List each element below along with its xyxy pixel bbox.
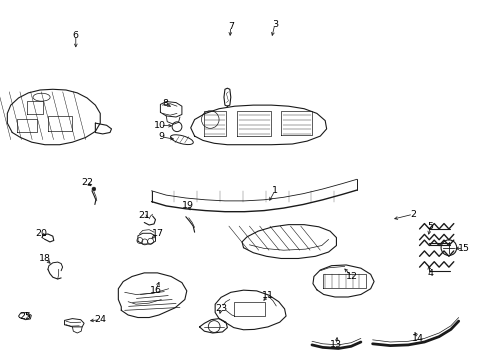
Text: 13: 13 xyxy=(330,341,342,349)
Text: 14: 14 xyxy=(411,334,423,343)
Text: 4: 4 xyxy=(427,269,432,278)
Text: 9: 9 xyxy=(158,132,164,141)
Text: 7: 7 xyxy=(227,22,233,31)
Text: 5: 5 xyxy=(427,222,432,231)
Text: 2: 2 xyxy=(409,210,415,219)
Text: 22: 22 xyxy=(81,178,93,187)
Text: 24: 24 xyxy=(94,315,106,324)
Text: 23: 23 xyxy=(215,304,226,313)
Text: 17: 17 xyxy=(151,230,163,239)
Text: 3: 3 xyxy=(271,20,277,29)
Text: 21: 21 xyxy=(138,211,150,220)
Text: 1: 1 xyxy=(271,186,277,195)
Text: 10: 10 xyxy=(154,121,166,130)
Text: 15: 15 xyxy=(457,244,468,253)
Text: 11: 11 xyxy=(262,291,273,300)
Text: 18: 18 xyxy=(39,254,51,263)
Text: 19: 19 xyxy=(182,201,194,210)
Text: 8: 8 xyxy=(162,99,168,108)
Circle shape xyxy=(92,187,96,191)
Text: 20: 20 xyxy=(36,230,47,239)
Text: 6: 6 xyxy=(73,31,79,40)
Text: 12: 12 xyxy=(346,272,357,281)
Text: 16: 16 xyxy=(149,287,161,295)
Text: 25: 25 xyxy=(20,311,31,320)
